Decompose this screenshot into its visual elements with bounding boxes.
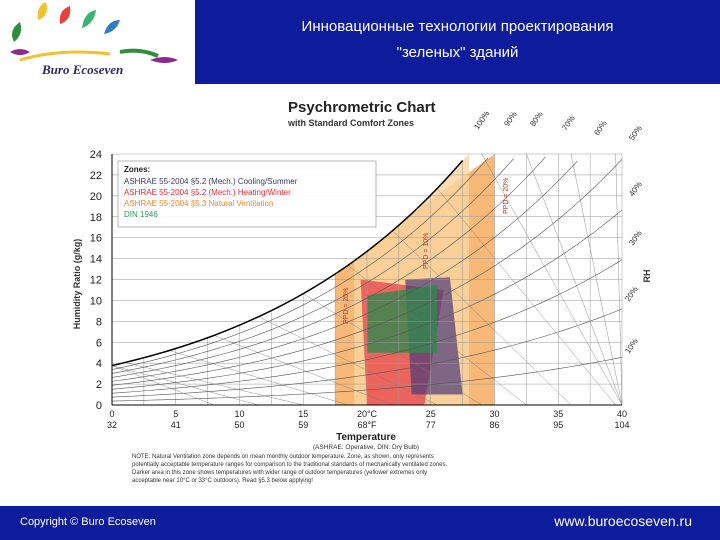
enthalpy-line [169, 350, 348, 406]
legend-entry: DIN 1946 [124, 210, 158, 219]
x-tick-label-c: 0 [109, 409, 114, 419]
page-title-line2: "зеленых" зданий [396, 44, 519, 61]
leaf-icon [10, 2, 178, 63]
ppd-label: PPD = 10% [423, 233, 430, 269]
x-tick-label-c: 40 [617, 409, 627, 419]
x-tick-label-f: 95 [553, 420, 563, 430]
rh-label: 60% [592, 119, 609, 137]
rh-label: 40% [627, 180, 644, 198]
rh-label: 30% [627, 229, 644, 247]
logo-text: Buro Ecoseven [41, 62, 123, 77]
footer: Copyright © Buro Ecoseven www.buroecosev… [0, 506, 720, 540]
logo: Buro Ecoseven [0, 0, 195, 84]
x-tick-label-f: 86 [489, 420, 499, 430]
x-tick-label-c: 10 [234, 409, 244, 419]
note-line: Darker area in this zone shows temperatu… [132, 470, 427, 476]
rh-label: 20% [623, 285, 640, 303]
enthalpy-line [124, 362, 304, 406]
x-tick-label-c: 5 [173, 409, 178, 419]
x-tick-label-c: 30 [489, 409, 499, 419]
rh-curve [111, 158, 514, 374]
enthalpy-line [213, 335, 393, 406]
legend-entry: ASHRAE 55-2004 §5.2 (Mech.) Cooling/Summ… [124, 177, 298, 186]
legend-heading: Zones: [124, 165, 150, 174]
x-tick-label-c: 35 [553, 409, 563, 419]
chart-note: NOTE: Natural Ventilation zone depends o… [132, 454, 448, 484]
note-line: potentially acceptable temperature range… [132, 462, 448, 468]
legend-box [117, 160, 377, 228]
website-link[interactable]: www.buroecoseven.ru [554, 513, 692, 529]
enthalpy-line [111, 365, 259, 406]
x-tick-label-f: 50 [234, 420, 244, 430]
page-title-line1: Инновационные технологии проектирования [301, 18, 614, 35]
y-tick-label: 22 [90, 170, 102, 182]
rh-curve [111, 156, 546, 378]
rh-curve [111, 357, 623, 402]
y-tick-label: 4 [96, 358, 102, 370]
y-tick-label: 0 [96, 400, 102, 412]
x-tick-label-c: 20°C [357, 409, 378, 419]
zone-din-1946 [367, 284, 438, 353]
y-tick-label: 6 [96, 337, 102, 349]
rh-curve [111, 160, 578, 382]
rh-label: 100% [472, 109, 491, 131]
rh-label: 50% [627, 124, 644, 142]
rh-label: 90% [502, 110, 519, 128]
rh-axis-label: RH [642, 270, 652, 283]
enthalpy-line [481, 153, 623, 406]
x-axis-label: Temperature [336, 432, 396, 443]
y-axis-label: Humidity Ratio (g/kg) [72, 239, 82, 330]
x-tick-label-c: 25 [426, 409, 436, 419]
y-tick-label: 20 [90, 191, 102, 203]
plot-area: 10% 20% 30% 40% 50% 60% 70% 80% 90% 100% PPD = 20%… [90, 109, 644, 430]
enthalpy-line [392, 230, 572, 406]
rh-curve [111, 308, 623, 398]
rh-label: 70% [560, 114, 577, 132]
enthalpy-line [436, 188, 616, 406]
y-tick-label: 10 [90, 295, 102, 307]
y-tick-label: 12 [90, 275, 102, 287]
enthalpy-line [526, 153, 623, 406]
rh-curve [111, 157, 489, 370]
copyright-text: Copyright © Buro Ecoseven [20, 516, 156, 528]
ppd-label: PPD = 20% [503, 178, 510, 214]
x-tick-label-f: 41 [171, 420, 181, 430]
chart-title: Psychrometric Chart [288, 99, 436, 116]
rh-curve [111, 159, 623, 386]
rh-label: 80% [528, 110, 545, 128]
rh-curve [111, 159, 464, 367]
legend-entry: ASHRAE 55-2004 §5.2 (Mech.) Heating/Wint… [124, 188, 291, 197]
enthalpy-line [347, 265, 527, 406]
enthalpy-line [303, 293, 482, 406]
x-tick-label-f: 77 [426, 420, 436, 430]
header-band [195, 0, 720, 84]
rh-label: 10% [623, 337, 640, 355]
y-tick-label: 16 [90, 233, 102, 245]
x-axis-note: (ASHRAE: Operative, DIN: Dry Bulb) [313, 444, 419, 451]
legend-entry: ASHRAE 55-2004 §5.3 Natural Ventilation [124, 199, 273, 208]
note-line: NOTE: Natural Ventilation zone depends o… [132, 454, 434, 460]
chart-subtitle: with Standard Comfort Zones [287, 118, 414, 128]
page-title: Инновационные технологии проектирования … [195, 14, 720, 66]
y-tick-label: 2 [96, 379, 102, 391]
y-tick-label: 18 [90, 212, 102, 224]
x-tick-label-c: 15 [298, 409, 308, 419]
rh-curve [111, 209, 623, 390]
enthalpy-line [615, 153, 623, 406]
enthalpy-line [258, 316, 438, 406]
psychrometric-chart: Psychrometric Chart with Standard Comfor… [72, 99, 652, 484]
y-tick-label: 14 [90, 254, 102, 266]
x-tick-label-f: 59 [298, 420, 308, 430]
note-line: acceptable near 10°C or 33°C outdoors). … [132, 478, 313, 484]
x-tick-label-f: 32 [107, 420, 117, 430]
enthalpy-line [570, 153, 623, 406]
x-tick-label-f: 68°F [357, 420, 377, 430]
ppd-label: PPD = 20% [343, 288, 350, 324]
y-tick-label: 24 [90, 149, 102, 161]
rh-curve [111, 259, 623, 394]
header: Buro Ecoseven Инновационные технологии п… [0, 0, 720, 84]
x-tick-label-f: 104 [614, 420, 629, 430]
y-tick-label: 8 [96, 316, 102, 328]
